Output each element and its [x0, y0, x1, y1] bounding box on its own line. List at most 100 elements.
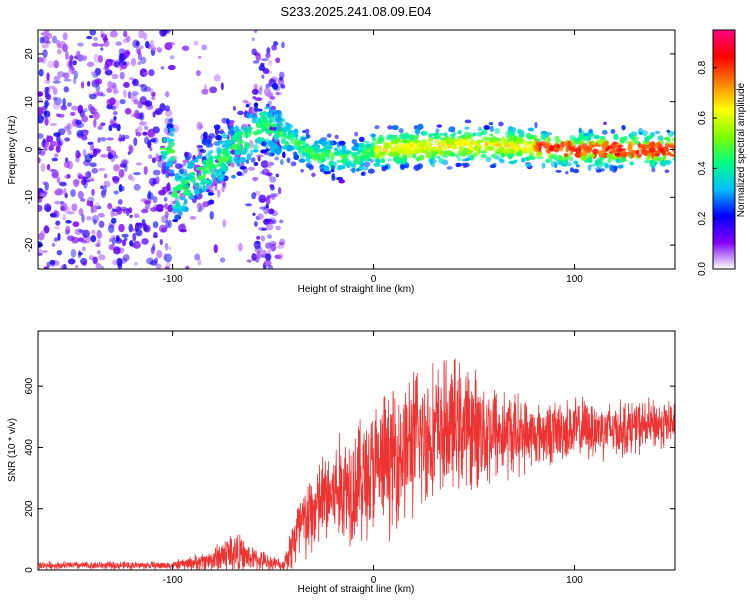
spectrogram-noise-cell	[119, 62, 123, 71]
spectrogram-signal-cell	[330, 152, 335, 158]
spectrogram-noise-cell	[56, 249, 63, 256]
spectrogram-noise-cell	[73, 70, 78, 80]
spectrogram-noise-cell	[97, 55, 104, 63]
spectrogram-signal-cell	[565, 170, 569, 175]
spectrogram-noise-cell	[152, 221, 159, 229]
spectrogram-signal-cell	[581, 150, 589, 157]
spectrogram-signal-cell	[469, 154, 475, 161]
spectrogram-noise-cell	[100, 154, 109, 158]
spectrogram-signal-cell	[507, 148, 512, 152]
spectrogram-signal-cell	[168, 149, 176, 154]
spectrogram-noise-cell	[278, 252, 284, 261]
spectrogram-noise-cell	[165, 210, 169, 219]
spectrogram-signal-cell	[516, 128, 523, 135]
spectrogram-noise-cell	[164, 253, 172, 263]
spectrogram-noise-cell	[120, 206, 128, 212]
spectrogram-signal-cell	[666, 151, 672, 156]
spectrogram-noise-cell	[221, 186, 225, 193]
spectrogram-signal-cell	[563, 153, 569, 158]
spectrogram-noise-cell	[82, 130, 89, 136]
spectrogram-noise-cell	[279, 71, 285, 79]
spectrogram-noise-cell	[39, 36, 45, 44]
spectrogram-noise-cell	[80, 198, 86, 202]
spectrogram-signal-cell	[187, 161, 195, 168]
spectrogram-noise-cell	[45, 32, 53, 40]
spectrogram-signal-cell	[577, 140, 585, 145]
spectrogram-noise-cell	[77, 152, 81, 158]
snr-panel: -100 0 100 0 200 400 600 Height of straight l…	[7, 330, 676, 595]
spectrogram-signal-cell	[307, 155, 313, 159]
spectrogram-signal-cell	[391, 125, 399, 131]
spectrogram-signal-cell	[380, 158, 385, 164]
spectrogram-signal-cell	[451, 145, 458, 150]
spectrogram-x-ticks: -100 0 100	[163, 30, 583, 285]
spectrogram-signal-cell	[634, 140, 640, 145]
spectrogram-noise-cell	[156, 249, 163, 259]
spectrogram-signal-cell	[614, 152, 621, 157]
spectrogram-noise-cell	[51, 169, 59, 179]
x-tick-label: -100	[163, 575, 183, 586]
spectrogram-noise-cell	[263, 259, 272, 267]
spectrogram-noise-cell	[104, 69, 113, 76]
spectrogram-noise-cell	[40, 192, 46, 198]
spectrogram-noise-cell	[129, 77, 135, 81]
spectrogram-signal-cell	[559, 156, 566, 162]
spectrogram-signal-cell	[507, 153, 515, 157]
spectrogram-signal-cell	[355, 158, 360, 165]
spectrogram-noise-cell	[147, 128, 156, 138]
spectrogram-signal-cell	[201, 139, 208, 145]
spectrogram-signal-cell	[432, 151, 439, 156]
spectrogram-noise-cell	[129, 145, 134, 154]
spectrogram-signal-cell	[288, 134, 293, 138]
spectrogram-noise-cell	[211, 181, 218, 187]
spectrogram-signal-cell	[399, 133, 406, 137]
spectrogram-noise-cell	[118, 183, 123, 193]
spectrogram-signal-cell	[362, 166, 369, 171]
spectrogram-noise-cell	[46, 163, 51, 171]
spectrogram-noise-cell	[57, 232, 61, 242]
spectrogram-signal-cell	[529, 156, 536, 160]
spectrogram-signal-cell	[244, 133, 249, 139]
spectrogram-noise-cell	[123, 30, 128, 38]
spectrogram-noise-cell	[221, 180, 226, 187]
spectrogram-noise-cell	[91, 71, 95, 76]
spectrogram-noise-cell	[57, 113, 65, 118]
spectrogram-noise-cell	[131, 91, 139, 96]
spectrogram-signal-cell	[336, 176, 343, 181]
spectrogram-noise-cell	[86, 200, 90, 207]
spectrogram-noise-cell	[164, 202, 169, 210]
spectrogram-noise-cell	[103, 180, 111, 188]
spectrogram-signal-cell	[213, 173, 221, 177]
spectrogram-noise-cell	[220, 82, 224, 91]
colorbar-gradient	[712, 29, 736, 270]
spectrogram-noise-cell	[108, 124, 113, 132]
spectrogram-noise-cell	[53, 60, 60, 69]
spectrogram-noise-cell	[66, 122, 73, 131]
spectrogram-signal-cell	[505, 131, 510, 138]
spectrogram-signal-cell	[325, 149, 332, 154]
spectrogram-signal-cell	[174, 172, 180, 179]
spectrogram-noise-cell	[275, 91, 280, 96]
spectrogram-noise-cell	[112, 178, 120, 184]
spectrogram-noise-cell	[265, 242, 272, 249]
spectrogram-signal-cell	[429, 133, 433, 139]
spectrogram-signal-cell	[436, 124, 443, 128]
spectrogram-signal-cell	[267, 140, 275, 147]
spectrogram-signal-cell	[429, 158, 434, 166]
spectrogram-signal-cell	[195, 156, 199, 163]
spectrogram-noise-cell	[194, 253, 201, 261]
spectrogram-signal-cell	[578, 127, 582, 134]
spectrogram-noise-cell	[51, 157, 59, 162]
spectrogram-signal-cell	[453, 140, 461, 146]
spectrogram-signal-cell	[609, 165, 616, 172]
spectrogram-noise-cell	[67, 102, 72, 107]
spectrogram-signal-cell	[178, 168, 185, 175]
spectrogram-signal-cell	[211, 169, 215, 175]
spectrogram-signal-cell	[388, 152, 394, 157]
spectrogram-signal-cell	[464, 119, 472, 124]
spectrogram-signal-cell	[672, 157, 675, 161]
spectrogram-noise-cell	[117, 199, 123, 205]
spectrogram-signal-cell	[409, 149, 417, 154]
spectrogram-noise-cell	[89, 178, 95, 182]
spectrogram-signal-cell	[354, 131, 359, 137]
